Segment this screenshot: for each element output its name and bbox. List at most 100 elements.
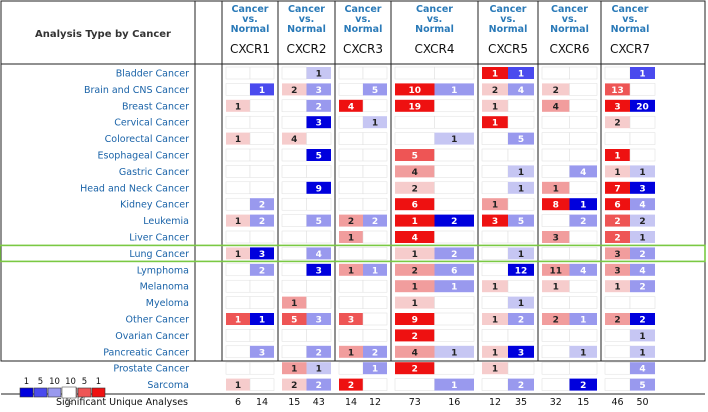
heat-cell-empty [338,197,364,211]
cell-count: 3 [553,234,559,244]
cell-count: 1 [259,316,265,326]
cell-count: 2 [614,234,620,244]
cell-count: 1 [235,381,241,391]
heat-cell [395,99,435,112]
cell-count: 5 [291,316,297,326]
cell-count: 2 [451,217,457,227]
heat-cell-empty [569,296,598,309]
heat-cell-empty [249,361,275,375]
heat-cell [282,132,307,145]
heat-cell-empty [569,279,598,293]
cell-count: 20 [636,102,649,112]
heat-cell [508,83,534,96]
heat-cell [306,83,331,96]
cell-count: 6 [614,201,620,211]
heat-cell-empty [604,296,631,309]
heat-cell-empty [281,99,307,113]
heat-cell-empty [362,378,388,391]
highlight-box [0,244,706,263]
legend-swatch [91,387,106,398]
heat-cell [508,181,534,194]
cell-count: 1 [518,168,524,178]
cell-count: 4 [412,168,418,178]
cancer-label: Head and Neck Cancer [80,183,189,194]
cell-count: 6 [451,266,457,276]
heat-cell [395,83,435,96]
heat-cell-empty [249,329,275,342]
heat-cell [482,83,508,96]
cell-count: 1 [492,102,498,112]
heat-cell-empty [362,329,388,342]
heat-cell [282,313,307,325]
gene-header-line1: Cancer [288,4,325,15]
heat-cell [482,313,508,325]
heat-cell-empty [249,181,275,195]
heat-cell-empty [281,263,307,277]
heat-cell [482,99,508,112]
cancer-label: Colorectal Cancer [105,134,189,145]
cancer-label: Ovarian Cancer [115,331,189,342]
heat-cell-empty [569,83,598,96]
heat-cell [542,181,570,194]
cell-count: 9 [412,316,418,326]
cell-count: 6 [412,201,418,211]
cell-count: 1 [235,250,241,260]
gene-header-line1: Cancer [345,4,382,15]
cell-count: 1 [492,348,498,358]
heat-cell [508,313,534,325]
chart-title: Analysis Type by Cancer [35,29,171,40]
cell-count: 1 [372,266,378,276]
cell-count: 1 [639,70,645,80]
heat-cell [508,214,534,227]
cell-count: 2 [291,86,297,96]
cell-count: 1 [518,70,524,80]
cell-count: 1 [291,365,297,375]
legend-swatch [47,387,62,398]
heat-cell-empty [394,132,435,145]
heat-cell-empty [481,329,509,342]
cell-count: 4 [518,86,524,96]
heat-cell [363,345,387,358]
heat-cell [542,280,570,293]
heat-cell-empty [249,99,275,113]
cancer-label: Other Cancer [126,315,190,326]
heat-cell-empty [394,66,435,80]
significant-label: Significant Unique Analyses [56,397,188,408]
cell-count: 4 [639,201,645,211]
heat-cell-empty [362,230,388,244]
cell-count: 2 [372,217,378,227]
heat-cell-empty [338,132,364,145]
cell-count: 3 [639,184,645,194]
heat-cell-empty [225,165,251,178]
heat-cell [482,67,508,79]
heat-cell [569,198,597,211]
heat-cell-empty [569,148,598,162]
heat-cell-empty [507,148,535,162]
cell-count: 2 [639,217,645,227]
heat-cell-empty [338,66,364,80]
heat-cell [250,214,274,227]
heat-cell [605,99,630,112]
heat-cell-empty [225,296,251,309]
heat-cell [605,263,630,276]
heat-cell [605,165,630,178]
heat-cell-empty [629,132,656,145]
heat-cell [605,181,630,194]
heat-cell [434,214,474,227]
heat-cell [395,329,435,342]
heat-cell-empty [281,230,307,244]
cell-count: 1 [492,119,498,129]
heat-cell [282,362,307,375]
heat-cell-empty [507,99,535,113]
cell-count: 5 [372,86,378,96]
cell-count: 1 [492,201,498,211]
heat-cell [630,198,655,211]
cell-count: 1 [639,332,645,342]
gene-header-line2: vs. [622,14,637,25]
heat-cell-empty [394,115,435,129]
heat-cell-empty [541,115,570,129]
legend-unit: % [65,397,72,406]
heat-cell [569,214,597,227]
heat-cell-empty [569,99,598,113]
cell-count: 4 [639,266,645,276]
